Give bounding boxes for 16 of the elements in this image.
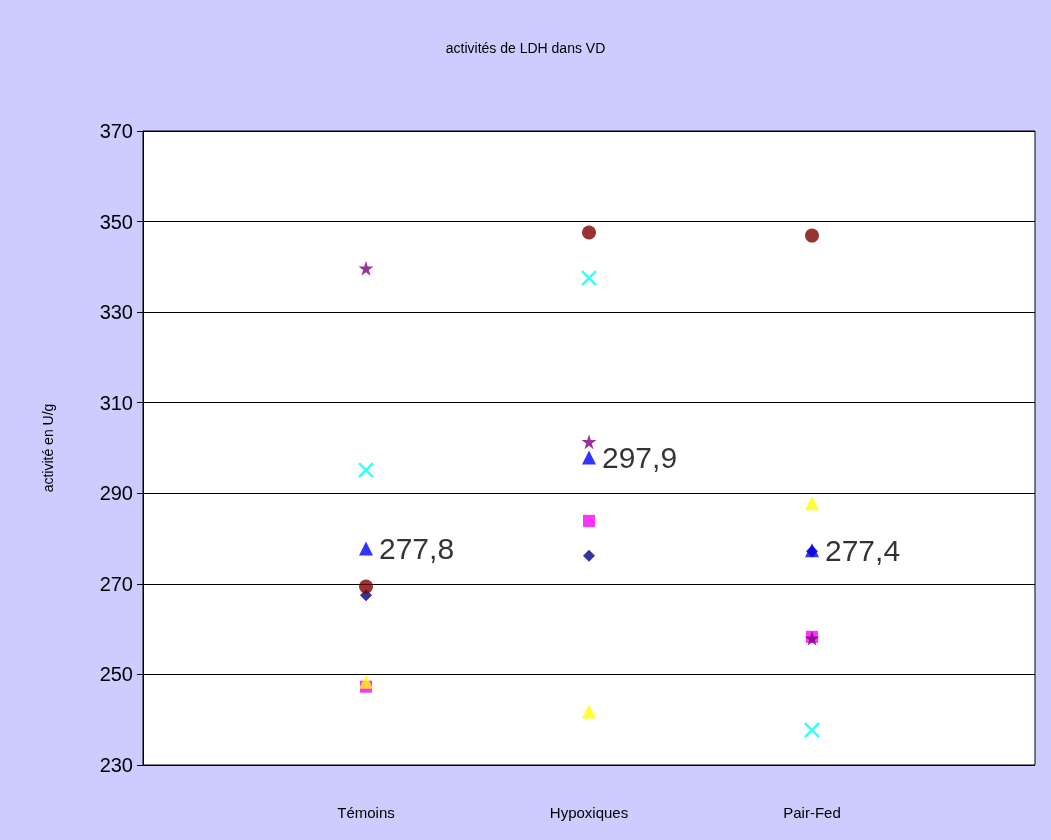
x-tick-label: Témoins	[337, 804, 395, 821]
x-tick-label: Hypoxiques	[549, 804, 629, 821]
x-tick-label: Pair-Fed	[783, 804, 841, 821]
y-tick-label: 290	[99, 482, 133, 505]
y-tick-label: 310	[99, 391, 133, 414]
y-tick-label: 230	[99, 754, 133, 776]
y-axis-title: activité en U/g	[40, 403, 56, 493]
y-tick-label: 330	[99, 301, 133, 324]
y-tick-label: 350	[99, 210, 133, 233]
data-label: 277,8	[379, 532, 455, 566]
chart-title: activités de LDH dans VD	[445, 40, 606, 56]
y-tick-label: 250	[99, 663, 133, 686]
data-label: 277,4	[825, 533, 901, 567]
data-label: 297,9	[602, 441, 678, 475]
y-tick-label: 370	[99, 120, 133, 142]
y-tick-label: 270	[99, 572, 133, 595]
